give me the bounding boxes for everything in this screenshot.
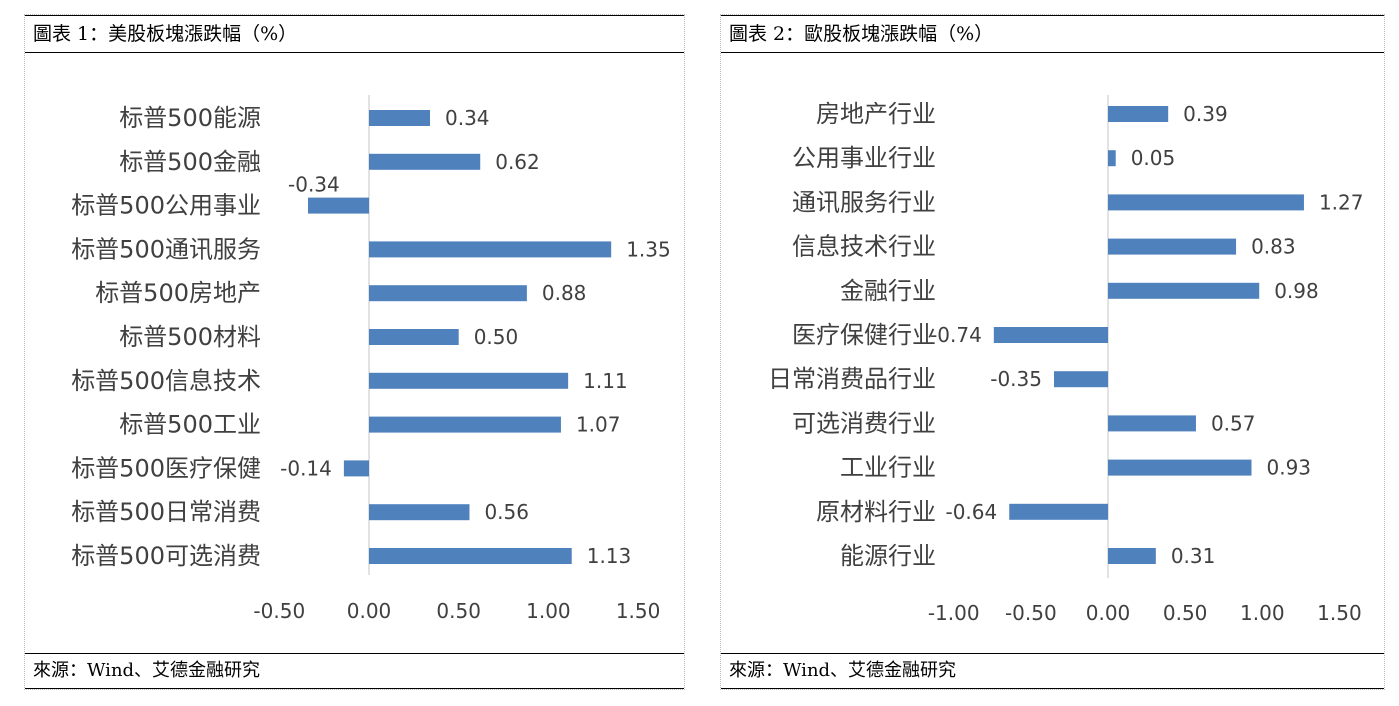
bar (1009, 503, 1108, 520)
category-label: 标普500金融 (119, 148, 261, 176)
bar (1108, 459, 1252, 476)
category-label: 标普500公用事业 (71, 192, 261, 220)
bar (1108, 548, 1156, 564)
data-label: 0.57 (1211, 411, 1256, 435)
chart-title: 圖表 2：歐股板塊漲跌幅（%） (721, 15, 1384, 53)
bar (369, 329, 459, 345)
x-tick-label: -0.50 (1005, 601, 1057, 625)
bar (369, 416, 561, 433)
bar (369, 110, 430, 126)
category-label: 通讯服务行业 (792, 188, 936, 216)
data-label: 1.13 (587, 544, 632, 568)
data-label: -0.64 (945, 500, 997, 524)
category-label: 医疗保健行业 (792, 321, 936, 349)
bar (1108, 282, 1260, 299)
bar (1108, 415, 1196, 432)
bar (369, 372, 569, 389)
x-tick-label: 1.00 (1240, 601, 1285, 625)
bar (369, 504, 470, 521)
bar (343, 460, 369, 477)
data-label: -0.14 (280, 456, 332, 480)
bar (369, 548, 572, 564)
category-label: 标普500可选消费 (71, 542, 261, 570)
bar-chart-eu-sectors: 房地产行业 0.39 公用事业行业 0.05 通讯服务行业 1.27 信息技术行业 0.83 金… (768, 95, 1364, 625)
category-label: 标普500工业 (119, 411, 261, 439)
chart-panel-eu-sectors: 圖表 2：歐股板塊漲跌幅（%） 房地产行业 0.39 公用事业行业 0.05 通讯服务行… (720, 14, 1385, 690)
bar (1053, 371, 1108, 388)
category-label: 标普500日常消费 (71, 498, 261, 526)
chart-panel-us-sectors: 圖表 1：美股板塊漲跌幅（%） 标普500能源 0.34 标普500金融 0.62 标普… (24, 14, 685, 690)
data-label: -0.35 (990, 367, 1042, 391)
bar (369, 153, 481, 170)
data-label: -0.74 (930, 323, 982, 347)
bar (369, 285, 527, 302)
data-label: 0.83 (1251, 235, 1296, 259)
data-label: 1.27 (1319, 190, 1364, 214)
category-label: 标普500房地产 (95, 279, 261, 307)
category-label: 工业行业 (840, 454, 936, 482)
data-label: 0.31 (1171, 544, 1216, 568)
bar-chart-us-sectors: 标普500能源 0.34 标普500金融 0.62 标普500公用事业 -0.34 标普50… (71, 95, 671, 623)
x-tick-label: 0.50 (1163, 601, 1208, 625)
data-label: 0.56 (484, 500, 529, 524)
category-label: 可选消费行业 (792, 409, 936, 437)
category-label: 标普500能源 (119, 104, 261, 132)
x-tick-label: 1.50 (616, 599, 661, 623)
chart-title: 圖表 1：美股板塊漲跌幅（%） (25, 15, 684, 53)
x-tick-label: 1.00 (526, 599, 571, 623)
category-label: 房地产行业 (816, 100, 936, 128)
data-label: 0.93 (1266, 456, 1311, 480)
x-tick-label: -0.50 (253, 599, 305, 623)
category-label: 金融行业 (840, 277, 936, 305)
x-tick-label: 0.50 (436, 599, 481, 623)
x-tick-label: 1.50 (1317, 601, 1362, 625)
data-label: 1.11 (583, 369, 628, 393)
category-label: 标普500信息技术 (71, 367, 261, 395)
data-label: 0.98 (1274, 279, 1319, 303)
data-label: 0.50 (474, 325, 519, 349)
category-label: 日常消费品行业 (768, 365, 936, 393)
data-label: 0.88 (542, 281, 587, 305)
bar (1108, 106, 1169, 122)
data-label: 0.39 (1183, 102, 1228, 126)
category-label: 标普500材料 (119, 323, 261, 351)
data-label: 0.62 (495, 150, 540, 174)
data-label: 0.05 (1131, 146, 1176, 170)
x-tick-label: -1.00 (928, 601, 980, 625)
category-label: 公用事业行业 (792, 144, 936, 172)
category-label: 能源行业 (840, 542, 936, 570)
data-label: 1.07 (576, 413, 621, 437)
category-label: 标普500通讯服务 (71, 235, 261, 263)
bar (308, 197, 369, 214)
bar (993, 327, 1108, 343)
data-label: 0.34 (445, 106, 490, 130)
x-tick-label: 0.00 (347, 599, 392, 623)
category-label: 标普500医疗保健 (71, 454, 261, 482)
bar (1108, 150, 1116, 167)
bar (1108, 238, 1237, 255)
category-label: 信息技术行业 (792, 233, 936, 261)
x-tick-label: 0.00 (1086, 601, 1131, 625)
chart-source-note: 來源：Wind、艾德金融研究 (25, 653, 684, 689)
data-label: 1.35 (626, 237, 671, 261)
bar (369, 241, 612, 258)
data-label: -0.34 (288, 173, 340, 197)
chart-source-note: 來源：Wind、艾德金融研究 (721, 653, 1384, 689)
category-label: 原材料行业 (816, 498, 936, 526)
bar (1108, 194, 1304, 211)
